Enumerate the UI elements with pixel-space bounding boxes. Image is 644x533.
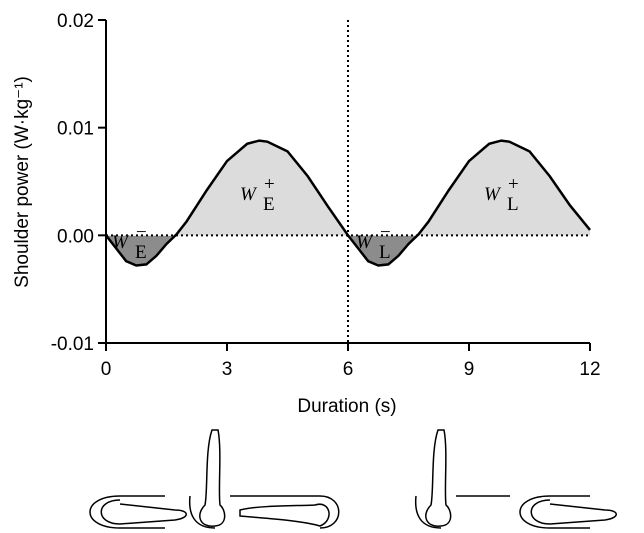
y-tick-label: 0.02	[57, 11, 94, 32]
annotation-symbol: W	[240, 184, 258, 205]
annotation-symbol: W	[356, 232, 374, 253]
annotation-symbol: W	[112, 232, 130, 253]
x-tick-label: 9	[464, 359, 475, 380]
y-tick-label: -0.01	[51, 334, 94, 355]
negative-area	[106, 236, 417, 266]
x-tick-label: 3	[222, 359, 233, 380]
arm-illustrations	[89, 429, 617, 529]
annotation-subscript: L	[379, 242, 391, 263]
annotation-superscript: +	[264, 174, 275, 195]
annotation-subscript: L	[507, 194, 519, 215]
annotation-subscript: E	[263, 194, 275, 215]
x-tick-label: 6	[343, 359, 354, 380]
power-curve	[105, 139, 591, 267]
positive-area	[106, 140, 590, 236]
x-tick-label: 12	[579, 359, 600, 380]
annotation-subscript: E	[135, 242, 147, 263]
x-axis-label: Duration (s)	[297, 396, 396, 417]
y-tick-label: 0.01	[57, 119, 94, 140]
x-tick-label: 0	[101, 359, 112, 380]
y-tick-label: 0.00	[57, 226, 94, 247]
y-axis-label: Shoulder power (W·kg⁻¹)	[12, 76, 33, 288]
annotation-symbol: W	[484, 184, 502, 205]
annotation-superscript: +	[508, 174, 519, 195]
annotation-superscript: −	[380, 222, 391, 243]
annotation-superscript: −	[136, 222, 147, 243]
